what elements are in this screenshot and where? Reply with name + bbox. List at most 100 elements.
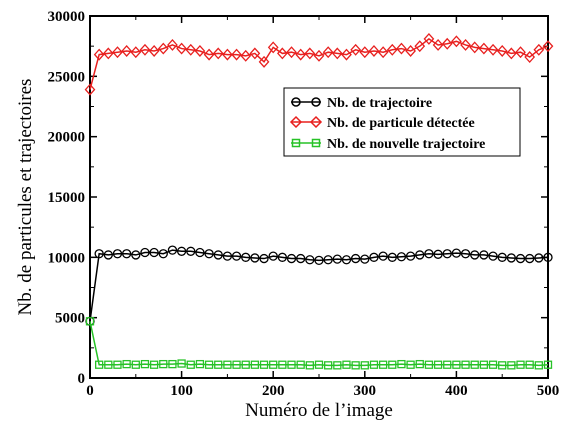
data-point — [351, 361, 360, 370]
legend: Nb. de trajectoire Nb. de particule déte… — [283, 87, 521, 157]
data-point — [121, 45, 133, 57]
data-point — [167, 245, 178, 255]
data-point — [525, 360, 534, 369]
data-point — [350, 253, 361, 264]
data-point — [443, 360, 452, 369]
y-axis-title: Nb. de particules et trajectoires — [15, 79, 36, 316]
data-point — [177, 359, 186, 368]
data-point — [506, 253, 517, 263]
legend-marker-diamond — [289, 115, 303, 129]
data-point — [102, 47, 114, 60]
data-point — [543, 360, 553, 369]
data-point — [415, 359, 424, 369]
data-point — [360, 361, 369, 370]
data-point — [470, 250, 480, 260]
data-point — [498, 361, 507, 370]
data-point — [322, 46, 334, 59]
data-point — [377, 46, 389, 59]
data-point — [167, 38, 178, 51]
data-point — [94, 249, 104, 259]
series-line — [89, 321, 549, 367]
data-point — [112, 46, 123, 59]
data-point — [488, 251, 498, 261]
data-point — [148, 45, 160, 57]
data-point — [507, 361, 516, 370]
data-point — [212, 47, 224, 60]
data-point — [405, 45, 416, 57]
data-point — [433, 360, 443, 369]
y-tick-label: 30000 — [48, 9, 86, 25]
x-tick-label: 100 — [170, 383, 193, 399]
data-point — [479, 250, 489, 260]
data-point — [515, 46, 526, 59]
data-point — [516, 360, 525, 369]
legend-label-nouvelle: Nb. de nouvelle trajectoire — [327, 137, 485, 152]
data-point — [415, 250, 425, 260]
data-point — [342, 360, 351, 369]
data-point — [424, 360, 434, 369]
data-point — [149, 247, 159, 258]
data-point — [122, 359, 131, 369]
data-point — [323, 255, 333, 265]
y-tick-label: 20000 — [48, 130, 86, 146]
data-point — [276, 47, 288, 60]
data-point — [296, 360, 305, 369]
data-point — [259, 253, 269, 264]
data-point — [103, 250, 113, 260]
data-point — [267, 41, 279, 54]
data-point — [451, 248, 462, 258]
data-point — [158, 249, 168, 259]
data-point — [533, 43, 545, 56]
data-point — [396, 42, 407, 55]
series-square — [85, 317, 553, 370]
data-point — [85, 317, 95, 326]
x-tick-label: 200 — [262, 383, 285, 399]
data-point — [259, 360, 269, 369]
data-point — [524, 51, 536, 63]
data-point — [93, 48, 105, 61]
data-point — [359, 46, 371, 59]
data-point — [525, 253, 535, 264]
data-point — [433, 249, 443, 259]
data-point — [451, 35, 462, 48]
x-tick-label: 400 — [445, 383, 468, 399]
data-point — [470, 360, 479, 369]
data-point — [515, 253, 526, 264]
data-point — [203, 48, 215, 61]
data-point — [176, 246, 187, 256]
data-point — [461, 360, 470, 369]
data-point — [223, 360, 232, 369]
data-point — [186, 360, 195, 369]
data-point — [341, 48, 352, 61]
data-point — [195, 359, 205, 369]
data-point — [369, 252, 379, 262]
data-point — [350, 43, 362, 56]
data-point — [258, 55, 270, 68]
data-point — [432, 38, 444, 51]
data-point — [204, 360, 214, 369]
plot-frame — [89, 15, 549, 379]
data-point — [469, 41, 481, 54]
x-tick-label: 0 — [86, 383, 94, 399]
data-point — [277, 252, 288, 262]
data-point — [194, 45, 206, 57]
data-point — [176, 42, 187, 55]
data-point — [241, 360, 250, 369]
data-point — [505, 47, 517, 60]
data-point — [159, 359, 168, 369]
data-point — [396, 252, 407, 262]
data-point — [378, 360, 388, 369]
data-point — [368, 45, 380, 57]
data-point — [331, 47, 343, 60]
series-group — [84, 32, 554, 370]
data-point — [405, 251, 416, 261]
data-point — [388, 360, 397, 369]
data-point — [104, 360, 113, 369]
data-point — [231, 48, 242, 61]
legend-label-particule: Nb. de particule détectée — [327, 116, 475, 131]
data-point — [452, 360, 461, 369]
y-tick-label: 10000 — [48, 250, 86, 266]
data-point — [185, 43, 197, 56]
data-point — [186, 246, 196, 256]
